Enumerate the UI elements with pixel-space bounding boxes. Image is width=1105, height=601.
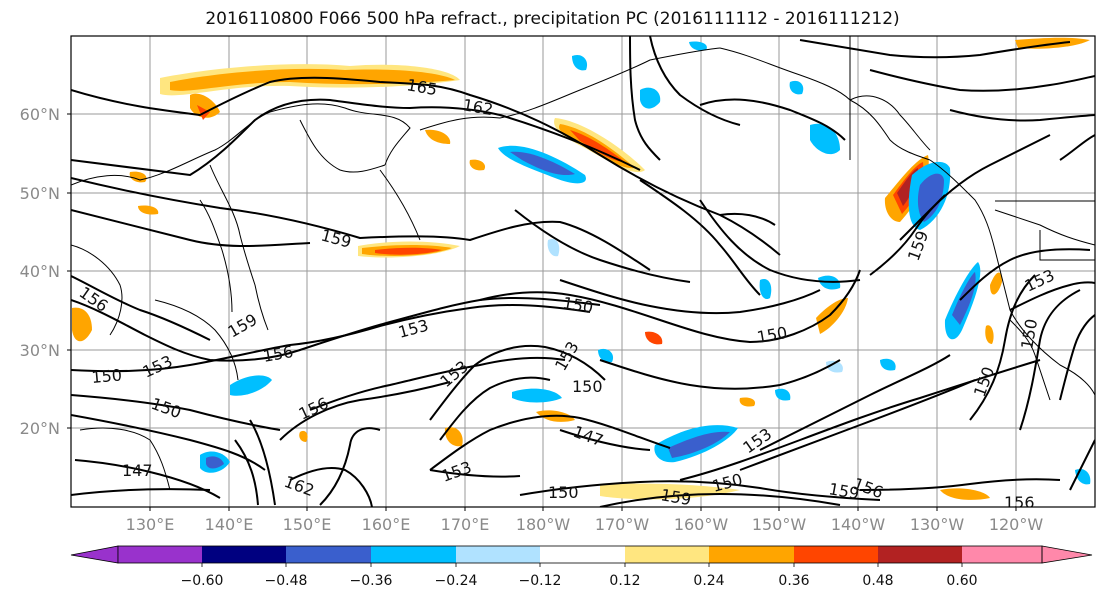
- contour-label: 159: [659, 485, 692, 509]
- borders: [849, 36, 1095, 261]
- contour-label: 147: [122, 461, 153, 480]
- lon-label: 140°W: [831, 515, 886, 534]
- lat-label: 60°N: [20, 105, 60, 124]
- lon-label: 140°E: [205, 515, 254, 534]
- colorbar-label: −0.60: [181, 573, 224, 589]
- refractivity-contours: [71, 36, 1095, 507]
- contour-label: 150: [91, 365, 123, 387]
- contour-label: 156: [1004, 493, 1035, 512]
- lon-axis: 130°E 140°E 150°E 160°E 170°E 180°W 170°…: [126, 507, 1044, 534]
- lon-label: 170°W: [595, 515, 650, 534]
- lon-label: 170°E: [441, 515, 490, 534]
- colorbar-cell: [625, 546, 709, 563]
- colorbar-extend-right: [1041, 545, 1093, 564]
- colorbar-label: 0.60: [946, 573, 977, 589]
- colorbar-cell: [540, 546, 625, 563]
- colorbar-cell: [878, 546, 962, 563]
- colorbar-cell: [709, 546, 794, 563]
- contour-label: 150: [572, 377, 603, 396]
- lat-axis: 60°N 50°N 40°N 30°N 20°N: [20, 105, 71, 438]
- lon-label: 180°W: [516, 515, 571, 534]
- colorbar-label: 0.36: [778, 573, 809, 589]
- colorbar-cell: [286, 546, 371, 563]
- lat-label: 30°N: [20, 341, 60, 360]
- colorbar-cell: [962, 546, 1042, 563]
- lon-label: 160°E: [362, 515, 411, 534]
- colorbar: −0.60 −0.48 −0.36 −0.24 −0.12 0.12 0.24 …: [70, 545, 1093, 589]
- colorbar-label: 0.24: [693, 573, 724, 589]
- colorbar-label: −0.36: [350, 573, 393, 589]
- colorbar-cell: [456, 546, 540, 563]
- lat-label: 40°N: [20, 262, 60, 281]
- colorbar-label: 0.12: [609, 573, 640, 589]
- lon-label: 150°W: [752, 515, 807, 534]
- precip-negative-shading: [200, 41, 1091, 485]
- coastlines: [71, 47, 1095, 491]
- colorbar-label: 0.48: [862, 573, 893, 589]
- lon-label: 120°W: [989, 515, 1044, 534]
- contour-label: 150: [548, 483, 579, 502]
- colorbar-label: −0.24: [435, 573, 478, 589]
- lat-label: 50°N: [20, 184, 60, 203]
- lon-label: 160°W: [674, 515, 729, 534]
- colorbar-cell: [371, 546, 456, 563]
- colorbar-cell: [118, 546, 202, 563]
- colorbar-extend-left: [70, 545, 119, 564]
- map-title: 2016110800 F066 500 hPa refract., precip…: [205, 9, 900, 29]
- lat-label: 20°N: [20, 419, 60, 438]
- lon-label: 150°E: [283, 515, 332, 534]
- lon-label: 130°E: [126, 515, 175, 534]
- colorbar-cell: [202, 546, 286, 563]
- lon-label: 130°W: [910, 515, 965, 534]
- colorbar-label: −0.12: [519, 573, 562, 589]
- colorbar-label: −0.48: [265, 573, 308, 589]
- colorbar-cell: [794, 546, 878, 563]
